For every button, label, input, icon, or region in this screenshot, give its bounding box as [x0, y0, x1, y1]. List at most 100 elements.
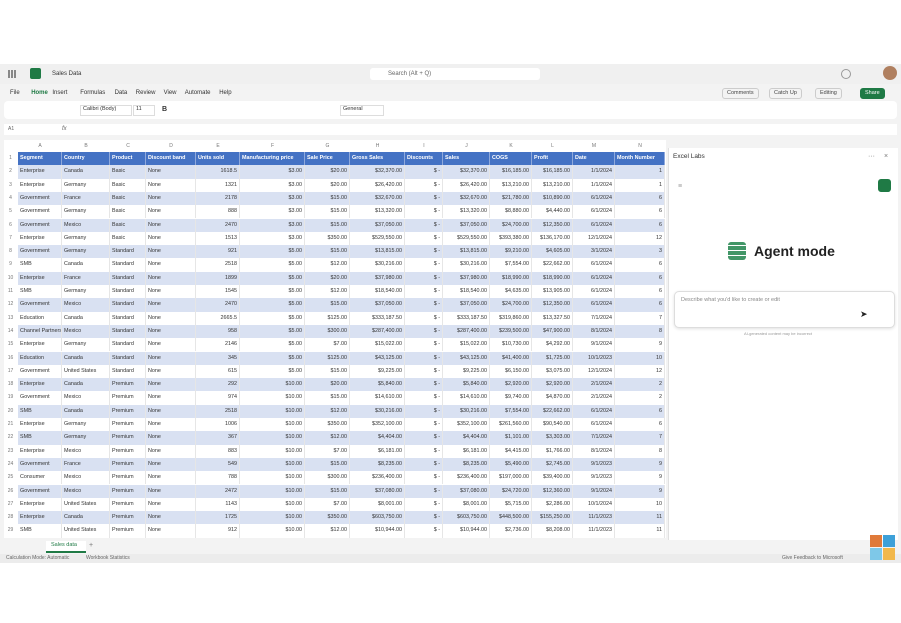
data-cell[interactable]: $4,605.00	[532, 245, 573, 259]
data-cell[interactable]: 11/1/2023	[573, 511, 615, 525]
avatar[interactable]	[883, 66, 897, 80]
data-cell[interactable]: Premium	[110, 444, 146, 458]
data-cell[interactable]: $2,736.00	[490, 524, 532, 538]
data-cell[interactable]: $3.00	[240, 205, 305, 219]
data-cell[interactable]: Enterprise	[18, 444, 62, 458]
data-cell[interactable]: 549	[196, 457, 240, 472]
data-cell[interactable]: $37,050.00	[443, 218, 490, 232]
data-cell[interactable]: $8,235.00	[350, 457, 405, 472]
data-cell[interactable]: $287,400.00	[350, 324, 405, 339]
data-cell[interactable]: Standard	[110, 324, 146, 339]
data-cell[interactable]: $ -	[405, 285, 443, 299]
data-cell[interactable]: None	[146, 351, 196, 365]
data-cell[interactable]: 6	[615, 298, 665, 312]
data-cell[interactable]: $26,420.00	[350, 178, 405, 192]
font-name-box[interactable]	[80, 105, 132, 116]
data-cell[interactable]: $10,944.00	[443, 524, 490, 538]
data-cell[interactable]: $10.00	[240, 484, 305, 498]
data-cell[interactable]: 1143	[196, 497, 240, 512]
data-cell[interactable]: $10.00	[240, 391, 305, 405]
menu-item[interactable]: Review	[135, 90, 156, 96]
prompt-input[interactable]	[674, 291, 895, 328]
data-cell[interactable]: Mexico	[62, 444, 110, 458]
data-cell[interactable]: $5.00	[240, 338, 305, 352]
data-cell[interactable]: Canada	[62, 511, 110, 525]
data-cell[interactable]: 921	[196, 245, 240, 259]
data-cell[interactable]: 1618.5	[196, 165, 240, 179]
data-cell[interactable]: $15.00	[305, 191, 350, 206]
data-cell[interactable]: 11	[615, 524, 665, 538]
data-cell[interactable]: $155,250.00	[532, 511, 573, 525]
data-cell[interactable]: $47,900.00	[532, 324, 573, 339]
data-cell[interactable]: $18,540.00	[443, 285, 490, 299]
data-cell[interactable]: 6/1/2024	[573, 418, 615, 432]
data-cell[interactable]: None	[146, 511, 196, 525]
data-cell[interactable]: None	[146, 364, 196, 379]
data-cell[interactable]: 6/1/2024	[573, 404, 615, 418]
data-cell[interactable]: Government	[18, 298, 62, 312]
data-cell[interactable]: None	[146, 404, 196, 418]
data-cell[interactable]: Education	[18, 311, 62, 325]
data-cell[interactable]: 12	[615, 364, 665, 379]
data-cell[interactable]: None	[146, 418, 196, 432]
menu-item[interactable]: Home	[31, 90, 48, 96]
number-format[interactable]: General	[343, 106, 363, 112]
data-cell[interactable]: $5,840.00	[350, 378, 405, 392]
data-cell[interactable]: 6/1/2024	[573, 258, 615, 272]
data-cell[interactable]: $352,100.00	[443, 418, 490, 432]
data-cell[interactable]: $13,815.00	[443, 245, 490, 259]
data-cell[interactable]: Enterprise	[18, 178, 62, 192]
data-cell[interactable]: Consumer	[18, 471, 62, 485]
data-cell[interactable]: $3.00	[240, 218, 305, 232]
data-cell[interactable]: 9	[615, 338, 665, 352]
data-cell[interactable]: 974	[196, 391, 240, 405]
data-cell[interactable]: $4,292.00	[532, 338, 573, 352]
data-cell[interactable]: 1	[615, 165, 665, 179]
data-cell[interactable]: $90,540.00	[532, 418, 573, 432]
data-cell[interactable]: $10.00	[240, 378, 305, 392]
data-cell[interactable]: $ -	[405, 431, 443, 445]
prompt-placeholder[interactable]: Describe what you'd like to create or ed…	[681, 297, 780, 303]
data-cell[interactable]: $5.00	[240, 311, 305, 325]
data-cell[interactable]: Canada	[62, 311, 110, 325]
data-cell[interactable]: $12.00	[305, 285, 350, 299]
data-cell[interactable]: $24,720.00	[490, 484, 532, 498]
data-cell[interactable]: Mexico	[62, 484, 110, 498]
data-cell[interactable]: SMB	[18, 431, 62, 445]
data-cell[interactable]: Standard	[110, 258, 146, 272]
data-cell[interactable]: $ -	[405, 191, 443, 206]
data-cell[interactable]: None	[146, 324, 196, 339]
data-cell[interactable]: United States	[62, 364, 110, 379]
data-cell[interactable]: $ -	[405, 457, 443, 472]
data-cell[interactable]: $13,815.00	[350, 245, 405, 259]
data-cell[interactable]: Government	[18, 218, 62, 232]
data-cell[interactable]: $ -	[405, 418, 443, 432]
data-cell[interactable]: 367	[196, 431, 240, 445]
data-cell[interactable]: $529,550.00	[443, 231, 490, 246]
data-cell[interactable]: None	[146, 378, 196, 392]
data-cell[interactable]: 6	[615, 418, 665, 432]
data-cell[interactable]: Germany	[62, 338, 110, 352]
data-cell[interactable]: None	[146, 524, 196, 538]
data-cell[interactable]: 912	[196, 524, 240, 538]
data-cell[interactable]: $197,000.00	[490, 471, 532, 485]
data-cell[interactable]: 2518	[196, 258, 240, 272]
panel-menu[interactable]: ≡	[678, 183, 683, 190]
data-cell[interactable]: Mexico	[62, 324, 110, 339]
data-cell[interactable]: 9	[615, 457, 665, 472]
data-cell[interactable]: None	[146, 484, 196, 498]
data-cell[interactable]: 1725	[196, 511, 240, 525]
data-cell[interactable]: Government	[18, 191, 62, 206]
data-cell[interactable]: Government	[18, 205, 62, 219]
data-cell[interactable]: Enterprise	[18, 497, 62, 512]
data-cell[interactable]: $3,075.00	[532, 364, 573, 379]
font-size-box[interactable]	[133, 105, 155, 116]
action-button[interactable]: Comments	[722, 88, 759, 99]
data-cell[interactable]: 6/1/2024	[573, 298, 615, 312]
data-cell[interactable]: $30,216.00	[350, 258, 405, 272]
data-cell[interactable]: 7/1/2024	[573, 431, 615, 445]
data-cell[interactable]: $239,500.00	[490, 324, 532, 339]
data-cell[interactable]: None	[146, 457, 196, 472]
data-cell[interactable]: None	[146, 391, 196, 405]
sheet-tab[interactable]	[46, 541, 86, 553]
